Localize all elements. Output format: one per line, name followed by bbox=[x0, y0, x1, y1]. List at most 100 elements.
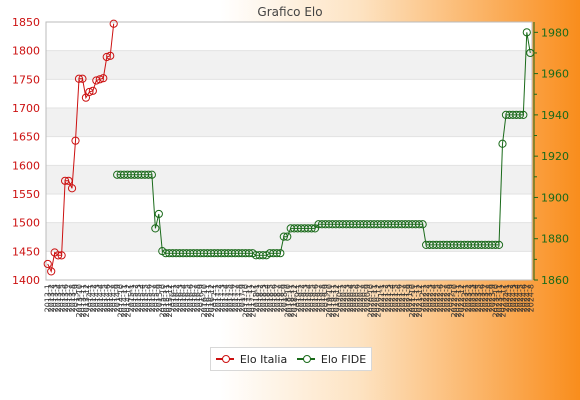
x-tick-label: 2024-5 bbox=[516, 284, 525, 312]
y-right-tick-label: 1960 bbox=[541, 68, 569, 81]
x-tick-label: 2016-3 bbox=[176, 284, 185, 312]
x-tick-label: 2019-8 bbox=[318, 284, 327, 312]
x-tick-label: 2023-6 bbox=[478, 284, 487, 312]
x-tick-label: 2020-9 bbox=[363, 284, 372, 312]
x-tick-label: 2018-3 bbox=[259, 284, 268, 312]
x-tick-label: 2024-3 bbox=[509, 284, 518, 312]
x-tick-label: 2014-9 bbox=[113, 284, 122, 312]
x-tick-label: 2020-5 bbox=[349, 284, 358, 312]
data-point bbox=[491, 240, 500, 250]
x-tick-label: 2023-11 bbox=[495, 284, 504, 317]
chart-title: Grafico Elo bbox=[257, 5, 322, 19]
x-tick-label: 2019-10 bbox=[325, 284, 334, 317]
x-tick-label: 2018-6 bbox=[269, 284, 278, 312]
data-point bbox=[67, 184, 77, 193]
x-tick-label: 2021-5 bbox=[391, 284, 400, 312]
x-tick-label: 2013-11 bbox=[78, 284, 87, 317]
x-tick-label: 2017-4 bbox=[221, 284, 230, 312]
x-tick-label: 2016-9 bbox=[196, 284, 205, 312]
legend-swatch bbox=[296, 355, 315, 363]
x-tick-label: 2014-1 bbox=[85, 284, 94, 312]
x-tick-label: 2013-4 bbox=[54, 284, 63, 312]
x-tick-label: 2013-1 bbox=[44, 284, 53, 312]
legend-label: Elo FIDE bbox=[320, 352, 367, 366]
x-tick-label: 2021-2 bbox=[380, 284, 389, 312]
grid-band bbox=[46, 222, 532, 252]
x-tick-label: 2017-9 bbox=[238, 284, 247, 312]
x-tick-label: 2018-7 bbox=[273, 284, 282, 312]
x-tick-label: 2021-4 bbox=[387, 284, 396, 312]
x-tick-label: 2018-9 bbox=[280, 284, 289, 312]
x-tick-label: 2022-5 bbox=[433, 284, 442, 312]
x-tick-label: 2014-2 bbox=[89, 284, 98, 312]
x-tick-label: 2022-7 bbox=[439, 284, 448, 312]
x-tick-label: 2023-12 bbox=[498, 284, 507, 317]
data-point bbox=[415, 220, 424, 229]
x-tick-label: 2019-1 bbox=[294, 284, 303, 312]
x-tick-label: 2021-1 bbox=[377, 284, 386, 312]
data-point bbox=[109, 19, 118, 28]
x-tick-label: 2019-4 bbox=[304, 284, 313, 312]
y-left-tick-label: 1500 bbox=[12, 217, 40, 230]
y-right-tick-label: 1980 bbox=[541, 26, 569, 39]
data-point bbox=[95, 75, 104, 84]
x-tick-label: 2022-3 bbox=[426, 284, 435, 312]
x-tick-label: 2017-5 bbox=[224, 284, 233, 312]
legend-item: Elo FIDE bbox=[296, 352, 367, 366]
data-point bbox=[57, 251, 66, 260]
data-point bbox=[147, 170, 156, 179]
x-tick-label: 2023-9 bbox=[488, 284, 497, 312]
x-tick-label: 2020-3 bbox=[342, 284, 351, 312]
x-tick-label: 2016-2 bbox=[172, 284, 181, 312]
data-point bbox=[154, 209, 163, 219]
x-tick-label: 2019-3 bbox=[301, 284, 310, 312]
x-tick-label: 2013-3 bbox=[51, 284, 60, 312]
data-point bbox=[88, 86, 97, 95]
x-tick-label: 2015-5 bbox=[141, 284, 150, 312]
x-tick-label: 2021-10 bbox=[408, 284, 417, 317]
x-tick-label: 2020-4 bbox=[346, 284, 355, 312]
x-tick-label: 2015-3 bbox=[134, 284, 143, 312]
x-tick-label: 2017-8 bbox=[235, 284, 244, 312]
data-point bbox=[283, 232, 292, 241]
y-left-tick-label: 1800 bbox=[12, 45, 40, 58]
data-point bbox=[519, 110, 528, 119]
y-left-tick-label: 1750 bbox=[12, 73, 40, 86]
legend-swatch bbox=[215, 355, 234, 363]
x-tick-label: 2017-11 bbox=[245, 284, 254, 317]
data-point bbox=[522, 28, 531, 37]
grid-band bbox=[46, 108, 532, 137]
x-tick-label: 2021-11 bbox=[412, 284, 421, 317]
x-tick-label: 2023-1 bbox=[460, 284, 469, 312]
x-tick-label: 2022-8 bbox=[443, 284, 452, 312]
x-tick-label: 2013-8 bbox=[68, 284, 77, 312]
x-tick-label: 2023-3 bbox=[467, 284, 476, 312]
x-tick-label: 2013-10 bbox=[75, 284, 84, 317]
x-tick-label: 2020-8 bbox=[360, 284, 369, 312]
x-tick-label: 2014-5 bbox=[99, 284, 108, 312]
y-right-tick-label: 1880 bbox=[541, 233, 569, 246]
data-point bbox=[526, 48, 535, 58]
data-point bbox=[307, 224, 316, 233]
x-tick-label: 2024-7 bbox=[523, 284, 532, 312]
x-tick-label: 2021-7 bbox=[398, 284, 407, 312]
data-point bbox=[498, 139, 507, 148]
x-tick-label: 2013-12 bbox=[82, 284, 91, 317]
data-point bbox=[272, 249, 281, 258]
x-tick-label: 2021-8 bbox=[401, 284, 410, 312]
x-tick-label: 2016-8 bbox=[193, 284, 202, 312]
x-tick-label: 2022-12 bbox=[457, 284, 466, 317]
y-left-tick-label: 1700 bbox=[12, 102, 40, 115]
y-right-tick-label: 1900 bbox=[541, 191, 569, 204]
x-tick-label: 2020-11 bbox=[370, 284, 379, 317]
data-point bbox=[99, 74, 108, 83]
y-left-tick-label: 1550 bbox=[12, 188, 40, 201]
data-point bbox=[279, 232, 288, 241]
x-tick-label: 2021-9 bbox=[405, 284, 414, 312]
x-tick-label: 2022-6 bbox=[436, 284, 445, 312]
x-tick-label: 2014-11 bbox=[120, 284, 129, 317]
x-tick-label: 2020-12 bbox=[374, 284, 383, 317]
x-tick-label: 2021-3 bbox=[384, 284, 393, 312]
y-left-tick-label: 1850 bbox=[12, 16, 40, 29]
